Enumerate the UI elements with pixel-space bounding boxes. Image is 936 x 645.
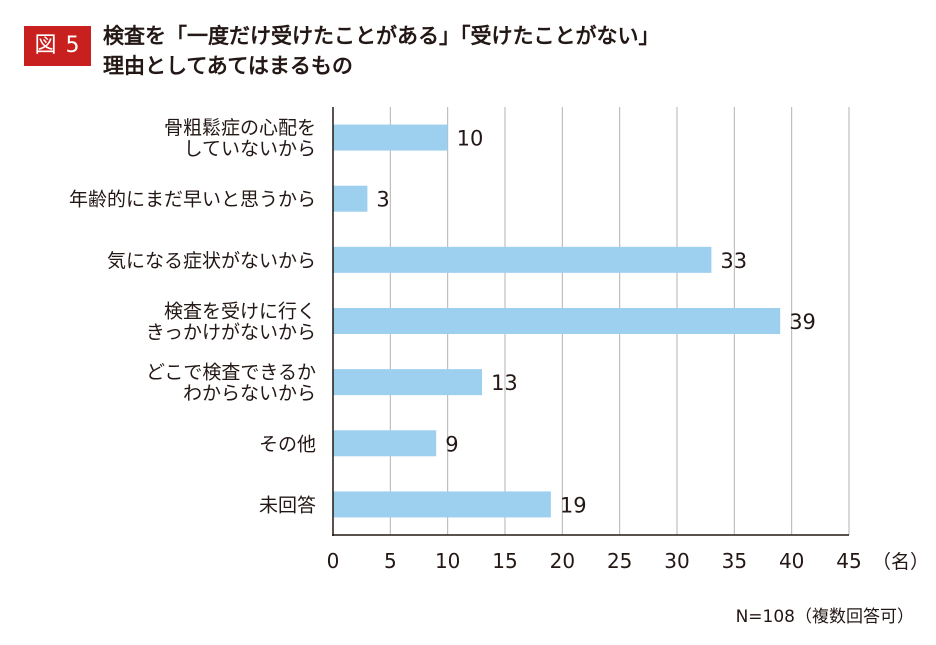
x-tick-label: 20 [550,549,575,573]
x-tick-label: 5 [384,549,397,573]
x-tick-label: 15 [492,549,517,573]
category-label: していないから [184,138,316,160]
bar [333,491,551,518]
x-tick-label: 35 [722,549,747,573]
category-label: その他 [259,433,316,455]
x-tick-label: 40 [779,549,804,573]
category-label: きっかけがないから [146,322,316,344]
category-label: 未回答 [259,494,316,516]
chart-title-line-1: 検査を「一度だけ受けたことがある」「受けたことがない」 [103,24,660,48]
category-label: 気になる症状がないから [107,250,316,272]
x-tick-label: 30 [664,549,689,573]
x-tick-label: 10 [435,549,460,573]
bar-value-label: 3 [376,188,389,212]
figure-number-badge: 図 5 [24,26,91,66]
x-tick-label: 0 [327,549,340,573]
bar-value-label: 9 [445,432,458,456]
bar [333,430,437,457]
category-label: わからないから [183,383,316,405]
category-label: 検査を受けに行く [164,301,316,323]
bar [333,369,483,396]
bar-value-label: 10 [457,127,484,151]
x-tick-label: 45 [836,549,861,573]
bar [333,308,781,334]
sample-size-note: N=108（複数回答可） [735,607,914,627]
category-label: どこで検査できるか [146,362,316,384]
bar [333,124,448,151]
bar-value-label: 33 [720,249,747,273]
category-label: 年齢的にまだ早いと思うから [69,189,316,211]
chart-title: 検査を「一度だけ受けたことがある」「受けたことがない」 理由としてあてはまるもの [103,21,660,81]
x-tick-label: 25 [607,549,632,573]
category-label: 骨粗鬆症の心配を [164,117,316,139]
bar [333,185,368,212]
chart-title-line-2: 理由としてあてはまるもの [103,54,353,78]
bar-value-label: 13 [491,371,518,395]
bar [333,246,712,273]
x-axis-unit-label: （名） [872,551,929,573]
bar-value-label: 39 [789,310,816,334]
bar-value-label: 19 [560,493,587,517]
